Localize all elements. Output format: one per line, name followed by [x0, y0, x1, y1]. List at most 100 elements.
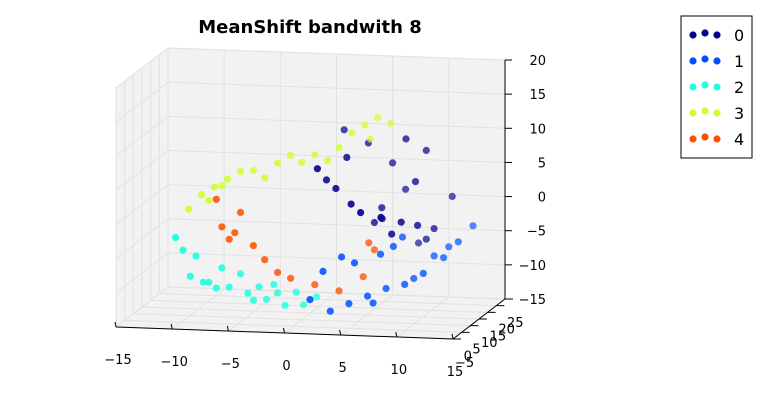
axis-lines — [114, 59, 513, 340]
x-tick-label: 10 — [391, 363, 408, 378]
x-tick-label: −5 — [221, 357, 240, 372]
y-tick-label: 15 — [490, 329, 507, 344]
data-point-series-4 — [359, 273, 367, 281]
y-tick-label: 5 — [472, 343, 480, 358]
data-point-series-3 — [374, 113, 382, 121]
data-point-series-1 — [350, 259, 359, 267]
data-point-series-3 — [198, 191, 206, 199]
data-point-series-3 — [210, 183, 219, 191]
legend-marker-1 — [701, 55, 709, 63]
data-point-series-3 — [223, 175, 232, 183]
legend-label-1: 1 — [734, 52, 744, 71]
grid-line-z-back — [167, 81, 506, 95]
chart-title: MeanShift bandwith 8 — [198, 17, 421, 38]
x-tick-mark — [339, 329, 342, 336]
data-point-series-3 — [249, 166, 257, 175]
data-point-series-1 — [338, 253, 346, 261]
legend-label-2: 2 — [734, 78, 744, 97]
data-point-series-4 — [231, 229, 239, 237]
data-point-series-1 — [363, 292, 372, 300]
legend-label-0: 0 — [734, 26, 744, 45]
grid-line-z-side — [115, 47, 169, 89]
data-point-series-1 — [306, 296, 314, 304]
y-tick-label: 20 — [498, 323, 515, 338]
grid-line-z-back — [167, 115, 506, 129]
data-point-series-1 — [410, 274, 418, 283]
data-point-series-4 — [311, 281, 319, 289]
data-point-series-3 — [205, 196, 213, 204]
grid-line-z-side — [115, 218, 169, 260]
x-tick-label: 0 — [282, 359, 290, 374]
data-point-series-1 — [440, 254, 448, 262]
z-tick-label: 20 — [529, 54, 546, 69]
data-point-series-2 — [281, 301, 289, 309]
data-point-series-1 — [401, 280, 409, 288]
data-point-series-2 — [262, 295, 270, 303]
data-point-series-2 — [192, 252, 200, 260]
x-tick-mark — [114, 321, 117, 328]
y-tick-label: 25 — [507, 316, 524, 331]
data-point-series-2 — [312, 293, 321, 301]
data-point-series-0 — [377, 213, 385, 221]
grid-line-z-side — [115, 81, 169, 123]
data-point-series-3 — [348, 129, 356, 137]
data-point-series-2 — [236, 270, 245, 278]
z-tick-label: −5 — [527, 225, 546, 240]
x-tick-mark — [395, 331, 398, 338]
data-point-series-3 — [261, 174, 269, 182]
legend-marker-4 — [701, 133, 709, 141]
legend-label-3: 3 — [734, 104, 744, 123]
data-point-series-1 — [369, 299, 377, 307]
data-point-series-3 — [387, 119, 395, 127]
grid-line-z-side — [115, 184, 169, 225]
data-point-series-2 — [172, 234, 180, 242]
data-point-series-1 — [398, 233, 407, 241]
legend-marker-0 — [689, 31, 697, 39]
data-point-series-4 — [261, 256, 269, 264]
data-point-series-0 — [402, 185, 410, 193]
data-point-series-4 — [287, 274, 295, 282]
data-point-series-3 — [324, 157, 332, 165]
data-point-series-3 — [185, 205, 193, 213]
data-point-series-0 — [411, 178, 420, 186]
data-point-series-1 — [345, 300, 353, 308]
grid-line-y-floor — [150, 299, 488, 313]
data-point-series-2 — [292, 288, 300, 296]
grid-line-z-side — [115, 286, 169, 328]
grid-line-y-floor — [159, 293, 497, 307]
x-tick-label: 5 — [339, 361, 347, 376]
data-point-series-1 — [469, 222, 477, 230]
data-point-series-2 — [274, 289, 282, 297]
data-point-series-2 — [249, 296, 257, 304]
grid-line-z-side — [115, 115, 169, 157]
x-tick-mark — [451, 333, 454, 340]
grid-line-y-floor — [133, 313, 471, 327]
data-point-series-3 — [311, 151, 319, 159]
legend-marker-4 — [689, 135, 697, 143]
data-point-series-2 — [244, 289, 252, 297]
data-point-series-0 — [340, 126, 348, 134]
data-point-series-1 — [419, 269, 427, 277]
x-tick-label: −15 — [104, 353, 131, 368]
data-point-series-0 — [332, 184, 340, 193]
z-tick-label: 0 — [538, 191, 546, 206]
data-point-series-0 — [422, 146, 430, 154]
data-point-series-1 — [389, 242, 397, 250]
grid-line-y-floor — [124, 319, 462, 333]
data-point-series-0 — [322, 176, 331, 184]
grid-line-y-floor — [141, 306, 480, 320]
data-point-series-1 — [376, 250, 385, 258]
legend-label-4: 4 — [734, 130, 744, 149]
data-point-series-2 — [270, 280, 278, 289]
data-point-series-2 — [225, 283, 233, 291]
data-point-series-3 — [361, 121, 369, 129]
y-tick-label: −5 — [455, 356, 474, 371]
data-point-series-0 — [347, 200, 355, 208]
legend-marker-0 — [701, 29, 709, 37]
grid-line-z-back — [167, 218, 506, 232]
data-point-series-0 — [357, 209, 365, 217]
tick-labels: −15 −10 −5 0 5 10 15−50 5 10152025−15−10−5051015… — [104, 54, 546, 380]
grid-line-z-back — [167, 252, 506, 266]
data-point-series-0 — [402, 135, 410, 143]
data-point-series-4 — [370, 246, 378, 254]
